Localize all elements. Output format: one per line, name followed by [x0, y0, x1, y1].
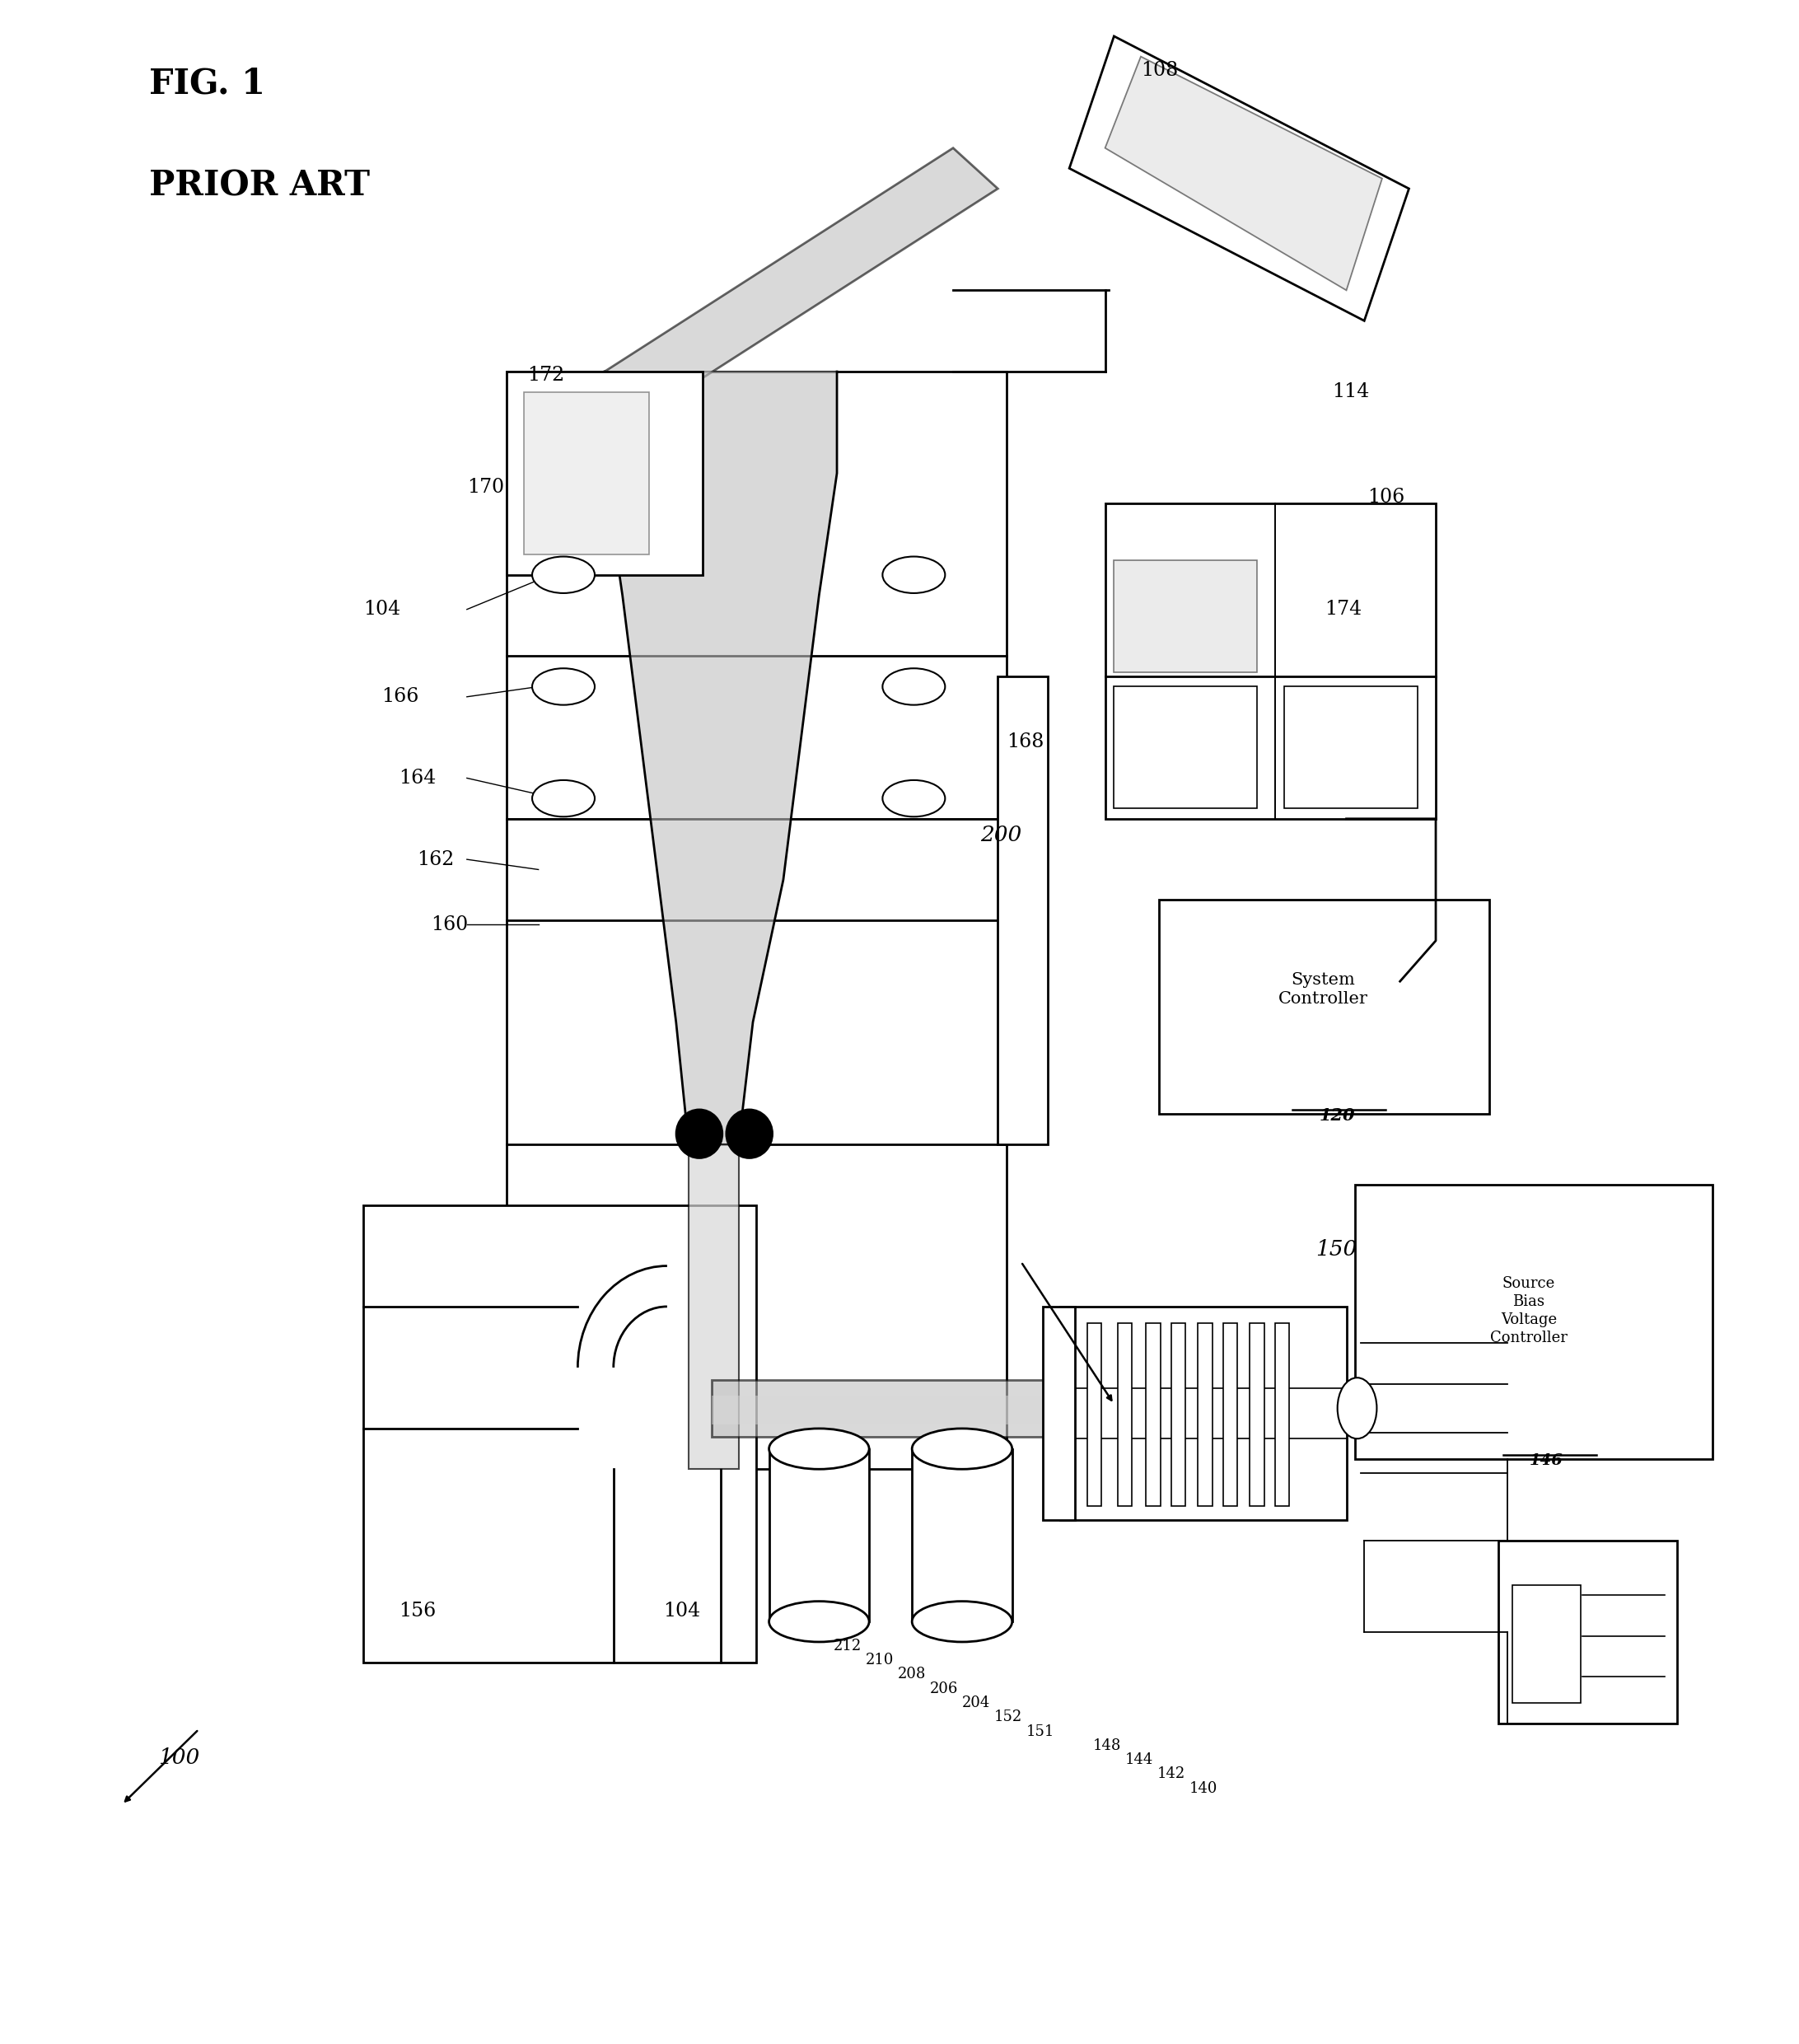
Text: 144: 144	[1124, 1752, 1153, 1768]
Bar	[506, 372, 1007, 820]
Ellipse shape	[912, 1429, 1013, 1470]
Ellipse shape	[533, 781, 595, 818]
Bar	[363, 1204, 757, 1662]
Text: System
Controller: System Controller	[1279, 973, 1367, 1008]
Bar	[712, 1396, 1069, 1425]
Text: 162: 162	[417, 850, 453, 869]
Text: 151: 151	[1027, 1723, 1054, 1739]
Text: 104: 104	[664, 1602, 702, 1621]
Bar	[1171, 1322, 1186, 1506]
Ellipse shape	[912, 1600, 1013, 1641]
Ellipse shape	[533, 668, 595, 705]
Bar	[689, 1145, 739, 1470]
Text: 156: 156	[399, 1602, 435, 1621]
Bar	[912, 1449, 1013, 1621]
Bar	[1105, 503, 1436, 820]
Bar	[1146, 1322, 1160, 1506]
Text: 166: 166	[381, 687, 419, 707]
Text: 160: 160	[432, 916, 468, 934]
Polygon shape	[604, 147, 998, 413]
Polygon shape	[1069, 37, 1409, 321]
Text: 204: 204	[962, 1694, 989, 1711]
Bar	[506, 372, 703, 574]
Text: 212: 212	[833, 1639, 862, 1654]
Ellipse shape	[768, 1429, 869, 1470]
Ellipse shape	[883, 781, 944, 818]
Ellipse shape	[676, 1110, 723, 1159]
Ellipse shape	[883, 556, 944, 593]
Bar	[1223, 1322, 1238, 1506]
Text: 172: 172	[527, 366, 565, 384]
Bar	[1284, 687, 1418, 809]
Bar	[506, 820, 1007, 1470]
Bar	[1060, 1306, 1346, 1521]
Text: 210: 210	[865, 1654, 894, 1668]
Text: 106: 106	[1367, 489, 1405, 507]
Bar	[1250, 1322, 1265, 1506]
Text: 108: 108	[1141, 61, 1178, 80]
Bar	[768, 1449, 869, 1621]
Ellipse shape	[533, 556, 595, 593]
Bar	[1159, 899, 1490, 1114]
Bar	[1275, 1322, 1290, 1506]
Text: 164: 164	[399, 769, 437, 787]
Ellipse shape	[727, 1110, 772, 1159]
Bar	[1114, 687, 1258, 809]
Text: PRIOR ART: PRIOR ART	[149, 168, 369, 202]
Ellipse shape	[768, 1600, 869, 1641]
Text: 152: 152	[995, 1709, 1022, 1725]
Polygon shape	[604, 372, 837, 1145]
Ellipse shape	[883, 668, 944, 705]
Text: Source
Bias
Voltage
Controller: Source Bias Voltage Controller	[1490, 1275, 1567, 1345]
Bar	[1114, 560, 1258, 672]
Bar	[1087, 1322, 1101, 1506]
Text: 114: 114	[1331, 382, 1369, 401]
Bar	[1042, 1306, 1074, 1521]
Text: 100: 100	[158, 1748, 200, 1768]
Text: 168: 168	[1007, 732, 1043, 750]
Text: 206: 206	[930, 1682, 959, 1697]
Text: 148: 148	[1092, 1737, 1121, 1754]
Bar	[998, 677, 1047, 1145]
Bar	[712, 1380, 1069, 1437]
Text: 174: 174	[1324, 601, 1362, 619]
Bar	[1355, 1186, 1713, 1459]
Text: 104: 104	[363, 601, 401, 619]
Ellipse shape	[1337, 1378, 1376, 1439]
Text: 200: 200	[980, 824, 1022, 846]
Text: 146: 146	[1529, 1453, 1563, 1468]
Text: 150: 150	[1317, 1239, 1358, 1259]
Polygon shape	[1105, 57, 1382, 290]
Bar	[1499, 1541, 1677, 1723]
Bar	[1198, 1322, 1213, 1506]
Text: 208: 208	[898, 1668, 926, 1682]
Text: 120: 120	[1319, 1108, 1355, 1124]
Polygon shape	[524, 392, 649, 554]
Bar	[1117, 1322, 1132, 1506]
Text: 140: 140	[1189, 1780, 1218, 1797]
Text: 142: 142	[1157, 1766, 1186, 1782]
Text: 170: 170	[468, 478, 504, 497]
Bar	[1513, 1584, 1581, 1703]
Text: FIG. 1: FIG. 1	[149, 67, 264, 102]
